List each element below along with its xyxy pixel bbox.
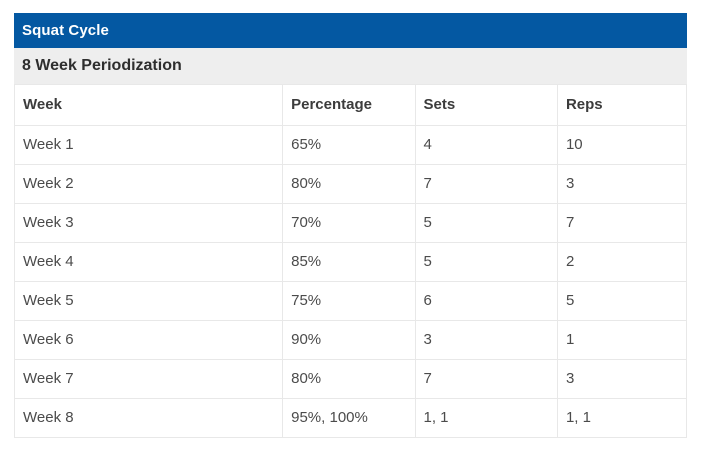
cell-percentage: 75% [282, 281, 416, 321]
cell-week: Week 1 [13, 125, 284, 165]
table-row: Week 1 65% 4 10 [13, 125, 688, 165]
cell-week: Week 7 [13, 359, 284, 399]
cell-week: Week 5 [13, 281, 284, 321]
widget-subtitle: 8 Week Periodization [14, 48, 687, 84]
cell-reps: 7 [556, 203, 688, 243]
cell-sets: 6 [414, 281, 558, 321]
periodization-table: Week Percentage Sets Reps Week 1 65% 4 1… [13, 84, 688, 438]
cell-reps: 10 [556, 125, 688, 165]
table-header-row: Week Percentage Sets Reps [13, 84, 688, 126]
cell-reps: 1 [556, 320, 688, 360]
cell-reps: 5 [556, 281, 688, 321]
cell-sets: 7 [414, 164, 558, 204]
table-row: Week 6 90% 3 1 [13, 320, 688, 360]
cell-sets: 5 [414, 203, 558, 243]
cell-percentage: 85% [282, 242, 416, 282]
cell-sets: 5 [414, 242, 558, 282]
cell-sets: 4 [414, 125, 558, 165]
cell-week: Week 3 [13, 203, 284, 243]
cell-sets: 1, 1 [414, 398, 558, 438]
table-row: Week 2 80% 7 3 [13, 164, 688, 204]
column-header-percentage: Percentage [282, 84, 416, 126]
table-row: Week 7 80% 7 3 [13, 359, 688, 399]
cell-week: Week 6 [13, 320, 284, 360]
column-header-week: Week [13, 84, 284, 126]
cell-percentage: 80% [282, 359, 416, 399]
cell-reps: 2 [556, 242, 688, 282]
cell-sets: 3 [414, 320, 558, 360]
table-row: Week 4 85% 5 2 [13, 242, 688, 282]
column-header-reps: Reps [556, 84, 688, 126]
cell-percentage: 80% [282, 164, 416, 204]
cell-sets: 7 [414, 359, 558, 399]
cell-week: Week 4 [13, 242, 284, 282]
squat-cycle-widget: Squat Cycle 8 Week Periodization Week Pe… [13, 13, 688, 438]
widget-title-bar: Squat Cycle [14, 13, 687, 48]
table-row: Week 3 70% 5 7 [13, 203, 688, 243]
cell-week: Week 2 [13, 164, 284, 204]
cell-week: Week 8 [13, 398, 284, 438]
cell-percentage: 65% [282, 125, 416, 165]
cell-percentage: 70% [282, 203, 416, 243]
cell-percentage: 90% [282, 320, 416, 360]
table-row: Week 8 95%, 100% 1, 1 1, 1 [13, 398, 688, 438]
cell-reps: 1, 1 [556, 398, 688, 438]
column-header-sets: Sets [414, 84, 558, 126]
cell-percentage: 95%, 100% [282, 398, 416, 438]
table-row: Week 5 75% 6 5 [13, 281, 688, 321]
cell-reps: 3 [556, 359, 688, 399]
cell-reps: 3 [556, 164, 688, 204]
table-body: Week 1 65% 4 10 Week 2 80% 7 3 Week 3 70… [13, 125, 688, 438]
